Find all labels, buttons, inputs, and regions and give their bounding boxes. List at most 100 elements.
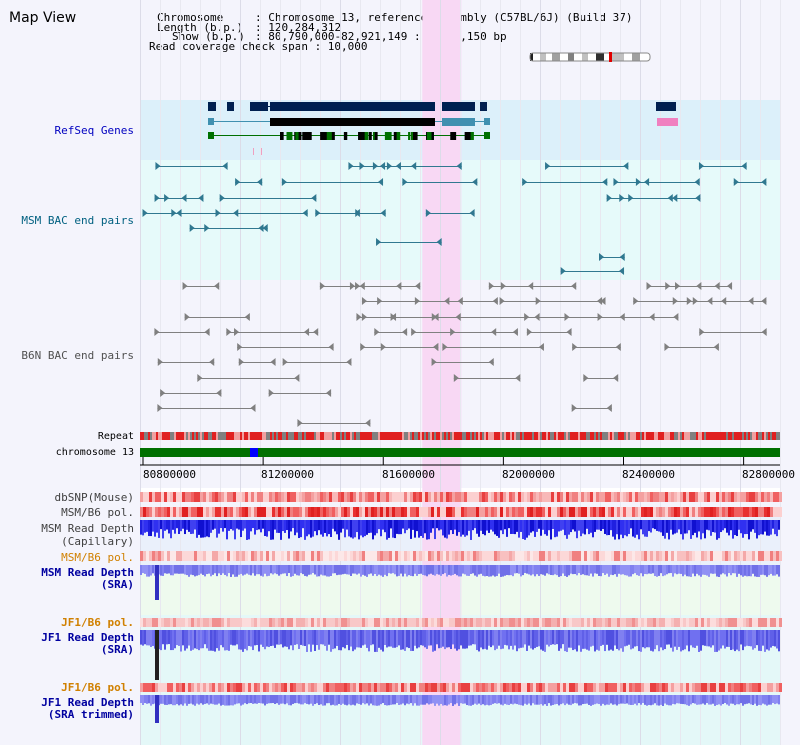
jf1-trim-depth (702, 695, 704, 704)
msm-b6-pol2-heat (602, 551, 605, 561)
jf1-trim-depth (706, 695, 708, 704)
msm-b6-pol2-heat (482, 551, 485, 561)
jf1-trim-depth (616, 695, 618, 706)
repeat-segment (218, 432, 220, 440)
jf1-trim-depth (434, 695, 436, 706)
jf1-sra-depth (522, 630, 524, 648)
b6n-bac-pair-end (402, 328, 408, 336)
jf1-b6-pol2-heat (653, 683, 656, 692)
refseq-exon-small (408, 132, 411, 140)
jf1-trim-depth (622, 695, 624, 704)
msm-cap-depth (426, 520, 428, 540)
jf1-b6-pol-heat (743, 618, 746, 627)
msm-cap-depth (240, 520, 242, 538)
msm-b6-pol2-heat (215, 551, 218, 561)
jf1-b6-pol2-heat (695, 683, 698, 692)
jf1-trim-depth (486, 695, 488, 705)
msm-sra-depth (458, 565, 460, 577)
msm-sra-depth (152, 565, 154, 574)
jf1-sra-depth (640, 630, 642, 652)
jf1-trim-depth (234, 695, 236, 705)
msm-sra-depth (140, 565, 142, 575)
dbsnp-heat (218, 492, 221, 502)
msm-cap-depth (610, 520, 612, 531)
msm-cap-depth (550, 520, 552, 540)
msm-b6-pol-heat (425, 507, 428, 517)
jf1-sra-depth (558, 630, 560, 651)
msm-b6-pol-heat (503, 507, 506, 517)
msm-b6-pol-heat (395, 507, 398, 517)
jf1-trim-depth (396, 695, 398, 704)
repeat-segment (352, 432, 354, 440)
jf1-b6-pol-heat (317, 618, 320, 627)
repeat-segment (474, 432, 476, 440)
repeat-segment (606, 432, 608, 440)
repeat-segment (160, 432, 162, 440)
b6n-bac-pair-end (649, 313, 655, 321)
msm-cap-depth (248, 520, 250, 540)
jf1-trim-depth (372, 695, 374, 706)
msm-cap-depth (516, 520, 518, 532)
msm-cap-depth (422, 520, 424, 538)
dbsnp-heat (473, 492, 476, 502)
ideogram-band (596, 53, 604, 61)
msm-sra-depth (754, 565, 756, 577)
msm-b6-pol2-heat (263, 551, 266, 561)
track-label-b6n-bac[interactable]: B6N BAC end pairs (21, 349, 134, 362)
msm-b6-pol2-heat (719, 551, 722, 561)
jf1-sra-depth (670, 630, 672, 648)
dbsnp-heat (410, 492, 413, 502)
msm-bac-pair-end (545, 162, 551, 170)
repeat-segment (720, 432, 722, 440)
msm-b6-pol-heat (758, 507, 761, 517)
jf1-trim-depth (554, 695, 556, 705)
track-label-refseq[interactable]: RefSeq Genes (54, 124, 134, 137)
repeat-segment (556, 432, 558, 440)
jf1-sra-depth (284, 630, 286, 647)
jf1-sra-depth (726, 630, 728, 647)
repeat-segment (428, 432, 430, 440)
jf1-sra-depth (756, 630, 758, 646)
dbsnp-heat (620, 492, 623, 502)
msm-sra-depth (218, 565, 220, 574)
jf1-b6-pol2-heat (602, 683, 605, 692)
jf1-b6-pol-heat (437, 618, 440, 627)
msm-cap-depth (280, 520, 282, 540)
msm-cap-depth (544, 520, 546, 535)
b6n-bac-pair-end (535, 297, 541, 305)
msm-sra-depth (368, 565, 370, 575)
msm-cap-depth (368, 520, 370, 534)
msm-b6-pol-heat (434, 507, 437, 517)
jf1-b6-pol-heat (323, 618, 326, 627)
jf1-trim-depth (326, 695, 328, 704)
dbsnp-heat (752, 492, 755, 502)
repeat-segment (204, 432, 206, 440)
jf1-b6-pol-heat (413, 618, 416, 627)
msm-sra-depth (270, 565, 272, 574)
msm-cap-depth (518, 520, 520, 538)
jf1-b6-pol-heat (545, 618, 548, 627)
jf1-b6-pol-heat (314, 618, 317, 627)
repeat-segment (198, 432, 200, 440)
jf1-sra-depth (610, 630, 612, 650)
msm-cap-depth (242, 520, 244, 531)
repeat-segment (630, 432, 632, 440)
dbsnp-heat (164, 492, 167, 502)
jf1-b6-pol-heat (254, 618, 257, 627)
dbsnp-heat (386, 492, 389, 502)
msm-sra-depth (348, 565, 350, 575)
msm-sra-depth (550, 565, 552, 576)
repeat-segment (398, 432, 400, 440)
b6n-bac-pair-end (365, 419, 371, 427)
repeat-segment (600, 432, 602, 440)
msm-cap-depth (372, 520, 374, 540)
jf1-sra-depth (244, 630, 246, 649)
msm-b6-pol-heat (254, 507, 257, 517)
jf1-trim-depth (264, 695, 266, 706)
msm-cap-depth (686, 520, 688, 534)
track-label-msm-bac[interactable]: MSM BAC end pairs (21, 214, 134, 227)
msm-sra-depth (734, 565, 736, 574)
repeat-segment (302, 432, 304, 440)
jf1-trim-depth (222, 695, 224, 705)
